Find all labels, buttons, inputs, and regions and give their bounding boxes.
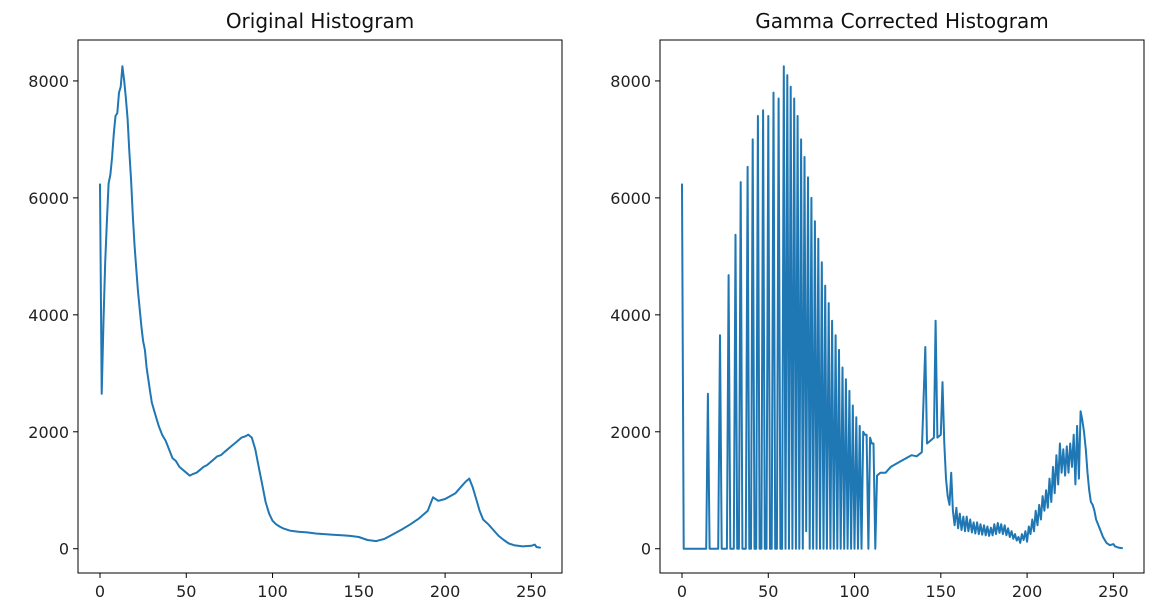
x-tick-label: 50 xyxy=(758,582,778,601)
x-tick-label: 250 xyxy=(516,582,547,601)
x-tick-label: 50 xyxy=(176,582,196,601)
axes-frame xyxy=(77,39,563,574)
y-tick-label: 0 xyxy=(641,540,651,559)
x-tick-label: 250 xyxy=(1098,582,1129,601)
x-tick-label: 0 xyxy=(95,582,105,601)
y-tick-label: 2000 xyxy=(610,423,651,442)
y-tick-label: 8000 xyxy=(610,72,651,91)
series-line-1 xyxy=(681,65,1123,550)
y-tick-label: 2000 xyxy=(28,423,69,442)
axes-frame xyxy=(659,39,1145,574)
chart-title: Original Histogram xyxy=(226,9,414,33)
chart-panel-2: Gamma Corrected Histogram 0 50 100 150 200 250… xyxy=(610,9,1145,601)
chart-title: Gamma Corrected Histogram xyxy=(755,9,1048,33)
x-tick-label: 200 xyxy=(1012,582,1043,601)
x-tick-label: 0 xyxy=(677,582,687,601)
y-tick-label: 8000 xyxy=(28,72,69,91)
x-tick-label: 150 xyxy=(344,582,375,601)
y-tick-label: 6000 xyxy=(28,189,69,208)
x-tick-label: 100 xyxy=(839,582,870,601)
x-tick-label: 100 xyxy=(257,582,288,601)
chart-panel-1: Original Histogram 0 50 100 150 200 250 0 2000 40… xyxy=(28,9,563,601)
x-tick-label: 150 xyxy=(926,582,957,601)
x-tick-label: 200 xyxy=(430,582,461,601)
y-tick-label: 4000 xyxy=(28,306,69,325)
y-tick-label: 6000 xyxy=(610,189,651,208)
series-line-1 xyxy=(99,65,541,549)
y-tick-label: 4000 xyxy=(610,306,651,325)
y-tick-label: 0 xyxy=(59,540,69,559)
